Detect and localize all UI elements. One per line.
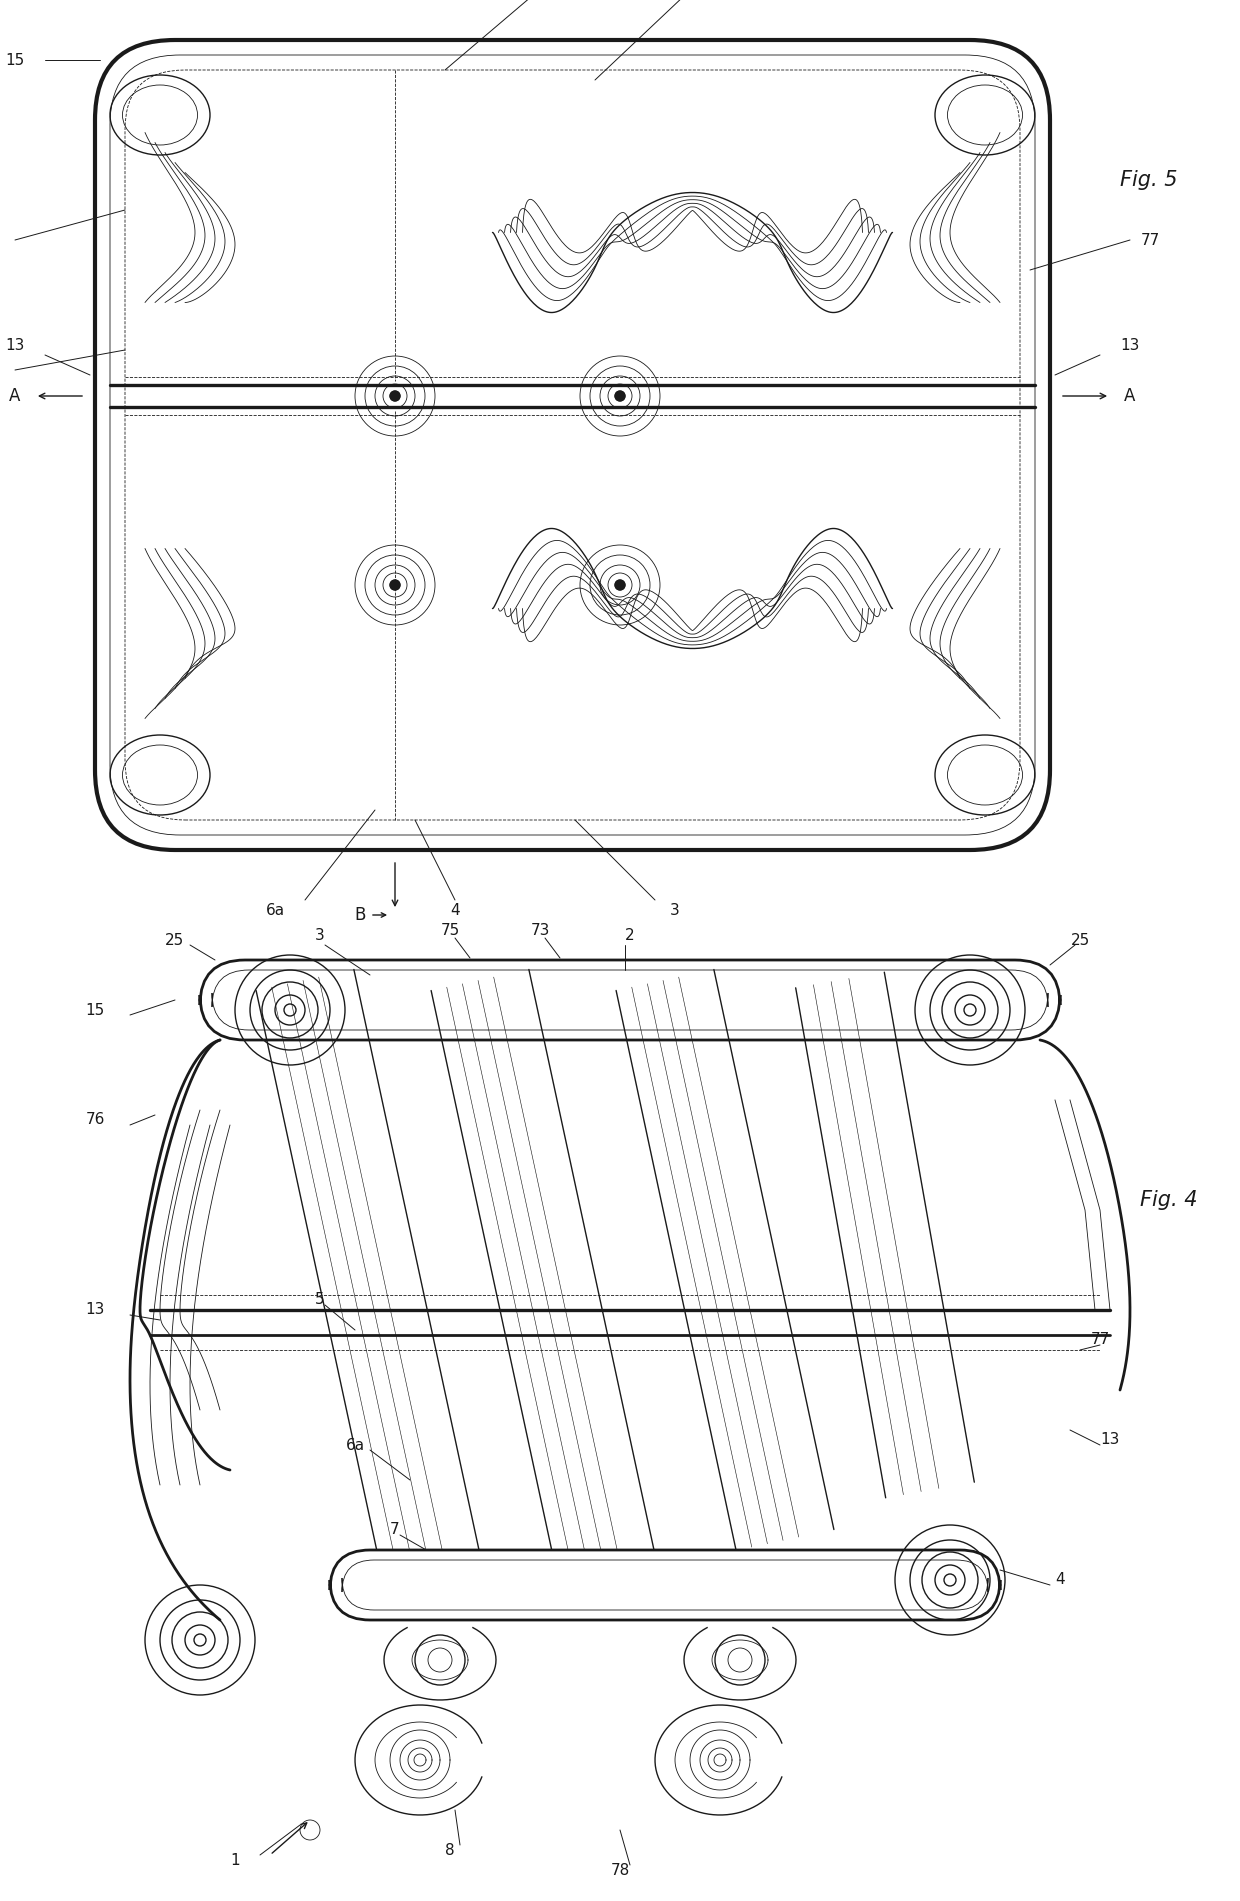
Text: 13: 13 [5, 338, 25, 352]
Text: 73: 73 [531, 922, 549, 937]
Text: 3: 3 [670, 903, 680, 918]
Circle shape [615, 392, 625, 401]
Text: 77: 77 [1141, 232, 1159, 247]
FancyBboxPatch shape [95, 40, 1050, 850]
Text: A: A [1125, 388, 1136, 405]
Text: 78: 78 [610, 1863, 630, 1878]
Text: 15: 15 [5, 53, 25, 68]
Text: 6a: 6a [265, 903, 284, 918]
Circle shape [615, 580, 625, 589]
Text: 2: 2 [625, 928, 635, 943]
Text: 4: 4 [450, 903, 460, 918]
Text: 25: 25 [165, 933, 185, 947]
Text: 6a: 6a [346, 1437, 365, 1452]
Text: 3: 3 [315, 928, 325, 943]
Text: 13: 13 [1120, 338, 1140, 352]
Text: 4: 4 [1055, 1572, 1065, 1587]
Text: B: B [355, 907, 366, 924]
FancyBboxPatch shape [200, 960, 1060, 1040]
Text: 1: 1 [231, 1852, 239, 1867]
Text: Fig. 4: Fig. 4 [1140, 1190, 1198, 1211]
Text: A: A [10, 388, 21, 405]
Circle shape [391, 392, 401, 401]
Text: 75: 75 [440, 922, 460, 937]
Text: 5: 5 [315, 1293, 325, 1308]
Text: 13: 13 [1100, 1433, 1120, 1447]
FancyBboxPatch shape [330, 1549, 999, 1620]
Text: Fig. 5: Fig. 5 [1120, 169, 1178, 190]
Text: 15: 15 [86, 1002, 104, 1017]
Text: 8: 8 [445, 1842, 455, 1857]
Text: 13: 13 [86, 1302, 104, 1317]
Text: 25: 25 [1070, 933, 1090, 947]
Text: 7: 7 [391, 1523, 399, 1538]
Text: 77: 77 [1090, 1333, 1110, 1348]
Text: 76: 76 [86, 1112, 104, 1127]
Circle shape [391, 580, 401, 589]
